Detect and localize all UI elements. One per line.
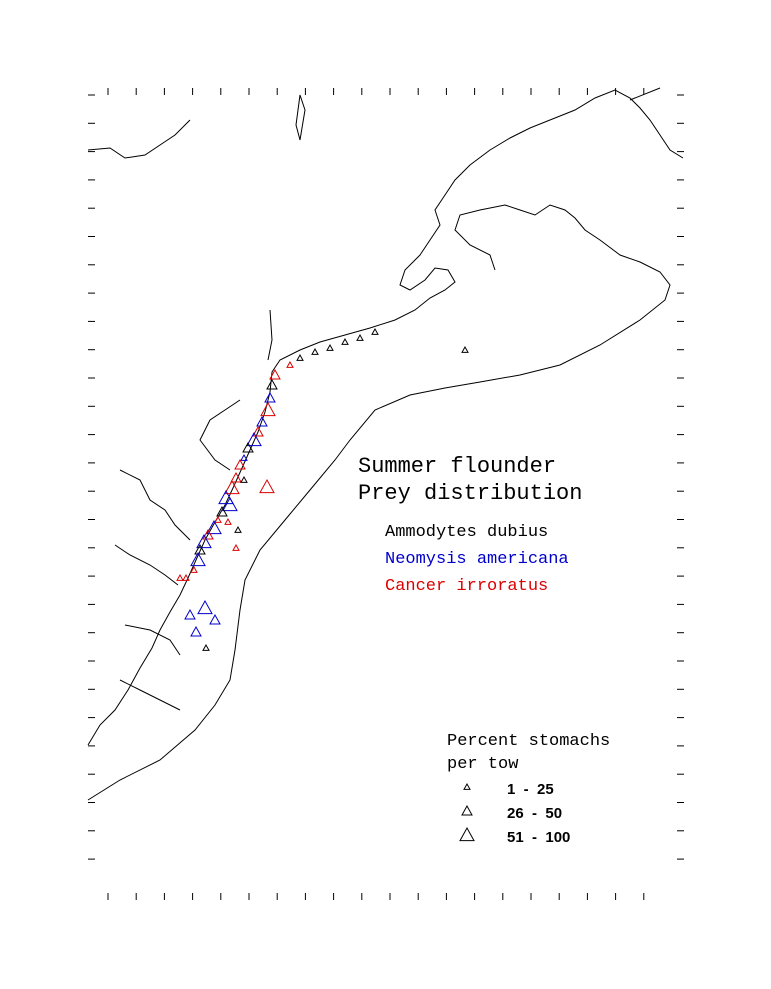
survey-point: [371, 327, 379, 335]
species-legend: Ammodytes dubius Neomysis americana Cancer…: [385, 523, 569, 596]
survey-point: [234, 525, 242, 533]
survey-point: [356, 333, 364, 341]
survey-point: [296, 353, 304, 361]
size-symbol: [463, 782, 471, 790]
survey-point: [240, 453, 248, 461]
size-label: 1 - 25: [507, 781, 554, 798]
survey-point: [202, 528, 214, 540]
survey-point: [222, 496, 238, 512]
survey-point: [184, 608, 196, 620]
survey-point: [461, 345, 469, 353]
size-legend-title: Percent stomachs: [447, 732, 610, 751]
survey-point: [260, 401, 276, 417]
size-label: 26 - 50: [507, 805, 562, 822]
survey-point: [194, 543, 206, 555]
size-symbol: [461, 804, 473, 816]
survey-point: [176, 573, 184, 581]
survey-point: [232, 543, 240, 551]
survey-point: [230, 471, 242, 483]
size-legend-title: per tow: [447, 755, 519, 774]
survey-point: [206, 519, 222, 535]
size-legend: 1 - 25 26 - 50 51 - 100: [459, 781, 570, 846]
title-line1: Summer flounder: [358, 454, 556, 479]
survey-point: [240, 475, 248, 483]
survey-point: [196, 533, 212, 549]
survey-point: [209, 613, 221, 625]
survey-point: [197, 599, 213, 615]
survey-point: [182, 573, 190, 581]
size-label: 51 - 100: [507, 829, 570, 846]
survey-point: [242, 441, 254, 453]
survey-point: [326, 343, 334, 351]
survey-point: [256, 415, 268, 427]
species-label: Neomysis americana: [385, 550, 569, 569]
survey-point: [266, 378, 278, 390]
survey-point: [311, 347, 319, 355]
survey-point: [341, 337, 349, 345]
survey-point: [224, 517, 232, 525]
survey-point: [216, 505, 228, 517]
survey-point: [190, 551, 206, 567]
frame-ticks: [88, 88, 684, 900]
survey-point: [218, 489, 234, 505]
species-label: Ammodytes dubius: [385, 523, 548, 542]
survey-point: [286, 360, 294, 368]
survey-point: [269, 368, 281, 380]
species-label: Cancer irroratus: [385, 577, 548, 596]
survey-points: [176, 327, 469, 651]
survey-point: [264, 391, 276, 403]
survey-point: [214, 515, 222, 523]
survey-point: [259, 478, 275, 494]
survey-point: [234, 458, 246, 470]
title-line2: Prey distribution: [358, 481, 582, 506]
survey-point: [190, 625, 202, 637]
survey-point: [246, 431, 262, 447]
survey-point: [224, 479, 240, 495]
size-symbol: [459, 826, 475, 842]
survey-point: [252, 425, 264, 437]
survey-point: [202, 643, 210, 651]
survey-point: [190, 565, 198, 573]
